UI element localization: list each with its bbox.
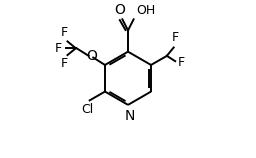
Text: N: N bbox=[124, 109, 135, 123]
Text: O: O bbox=[86, 49, 97, 63]
Text: Cl: Cl bbox=[81, 103, 93, 116]
Text: F: F bbox=[61, 57, 68, 70]
Text: F: F bbox=[55, 42, 62, 55]
Text: OH: OH bbox=[136, 4, 156, 17]
Text: F: F bbox=[61, 26, 68, 39]
Text: F: F bbox=[178, 56, 185, 69]
Text: O: O bbox=[114, 3, 125, 17]
Text: F: F bbox=[172, 31, 179, 44]
